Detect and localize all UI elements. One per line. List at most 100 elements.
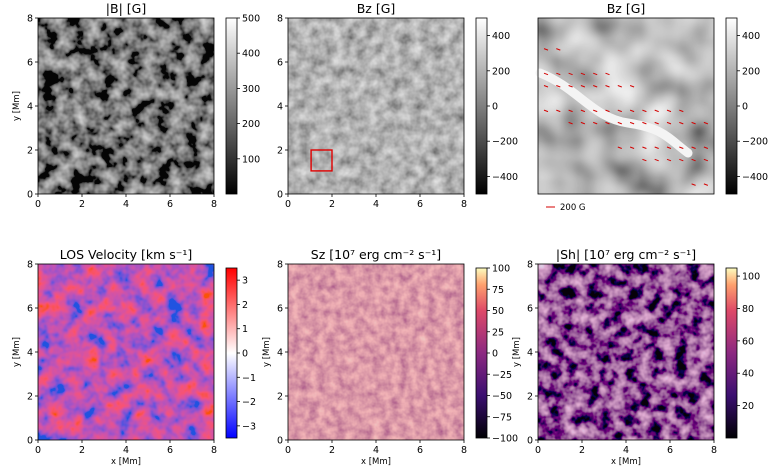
- field-arrow: [703, 146, 709, 149]
- colorbar-frame: [725, 267, 738, 439]
- field-arrow: [568, 109, 573, 113]
- field-arrow: [543, 109, 549, 113]
- x-tick-label: 2: [329, 199, 335, 210]
- colorbar-tick-label: 300: [242, 84, 260, 95]
- x-tick-label: 4: [123, 445, 129, 456]
- panel-title: Bz [G]: [357, 1, 396, 16]
- colorbar-frame: [225, 17, 238, 195]
- colorbar: [226, 18, 237, 194]
- field-arrow: [605, 72, 610, 76]
- x-axis-label: x [Mm]: [361, 457, 391, 467]
- x-axis-label: x [Mm]: [111, 457, 141, 467]
- field-arrow: [629, 121, 635, 125]
- y-tick-label: 0: [27, 190, 33, 201]
- field-arrow: [703, 121, 709, 125]
- y-tick-label: 2: [527, 392, 533, 403]
- field-arrow: [642, 158, 647, 162]
- y-tick-label: 2: [27, 146, 33, 157]
- colorbar-tick-label: 500: [242, 14, 260, 25]
- field-arrow: [605, 85, 610, 88]
- colorbar-tick-label: 80: [742, 304, 754, 315]
- x-tick-label: 0: [285, 445, 291, 456]
- field-arrow: [556, 72, 561, 76]
- panel-2: Bz [G] 0 2 4 6 8 8 6 4 2 0 400 200 0 −200 −400: [277, 1, 518, 210]
- x-tick-label: 0: [285, 199, 291, 210]
- field-arrow: [703, 183, 709, 186]
- panel-title: |B| [G]: [106, 1, 146, 16]
- colorbar-tick-label: 0: [742, 102, 748, 113]
- field-arrow: [666, 158, 672, 162]
- image-texture: [288, 264, 464, 440]
- y-tick-label: 8: [27, 14, 33, 25]
- y-tick-label: 6: [277, 304, 283, 315]
- colorbar-tick-label: 60: [742, 336, 754, 347]
- panel-title: Bz [G]: [607, 1, 646, 16]
- colorbar: [726, 268, 737, 438]
- colorbar-tick-label: 40: [742, 369, 754, 380]
- field-arrow: [642, 146, 647, 149]
- field-arrow: [629, 109, 635, 113]
- colorbar-tick-label: −50: [492, 391, 512, 402]
- colorbar-tick-label: 400: [242, 49, 260, 60]
- field-arrow: [666, 109, 672, 113]
- colorbar-tick-label: 50: [492, 306, 504, 317]
- field-arrow: [580, 85, 586, 88]
- colorbar-tick-label: 3: [242, 276, 248, 287]
- field-arrow: [617, 121, 622, 125]
- y-tick-label: 2: [277, 146, 283, 157]
- x-tick-label: 0: [35, 445, 41, 456]
- panel-3: Bz [G] 200 G 400 200 0 −200 −400: [535, 1, 768, 213]
- panel-title: LOS Velocity [km s⁻¹]: [60, 247, 193, 262]
- colorbar-tick-label: −400: [492, 172, 518, 183]
- x-tick-label: 4: [123, 199, 129, 210]
- y-tick-label: 4: [27, 102, 33, 113]
- y-tick-label: 6: [277, 58, 283, 69]
- field-arrow: [605, 121, 610, 125]
- y-tick-label: 2: [277, 392, 283, 403]
- y-tick-label: 4: [27, 348, 33, 359]
- x-tick-label: 2: [79, 199, 85, 210]
- field-arrow: [617, 109, 622, 113]
- axes-frame: [537, 17, 715, 195]
- colorbar: [476, 268, 487, 438]
- y-axis-label: y [Mm]: [12, 337, 22, 367]
- field-arrow: [568, 85, 573, 88]
- colorbar-tick-label: 200: [742, 66, 760, 77]
- colorbar-tick-label: 1: [242, 324, 248, 335]
- field-arrow: [568, 121, 573, 125]
- zoom-region-marker: [310, 149, 333, 172]
- colorbar-tick-label: 100: [242, 154, 260, 165]
- panel-title: |Sh| [10⁷ erg cm⁻² s⁻¹]: [556, 247, 696, 262]
- y-tick-label: 4: [277, 348, 283, 359]
- field-arrow: [556, 109, 561, 113]
- x-tick-label: 6: [667, 445, 673, 456]
- colorbar-tick-label: 100: [742, 272, 760, 283]
- colorbar-tick-label: −1: [242, 373, 256, 384]
- field-arrow: [666, 146, 672, 149]
- y-tick-label: 8: [277, 260, 283, 271]
- image-texture: [38, 264, 214, 440]
- field-arrow: [605, 109, 610, 113]
- field-arrow: [593, 121, 598, 125]
- field-arrow: [691, 146, 696, 149]
- field-arrow: [679, 146, 684, 149]
- field-arrow: [593, 109, 598, 113]
- colorbar-tick-label: 200: [242, 119, 260, 130]
- field-arrow: [691, 183, 696, 186]
- y-tick-label: 6: [527, 304, 533, 315]
- image-texture: [38, 18, 214, 194]
- colorbar-tick-label: 0: [492, 349, 498, 360]
- colorbar-tick-label: 400: [742, 31, 760, 42]
- colorbar-tick-label: −200: [742, 137, 768, 148]
- field-arrow: [654, 109, 659, 113]
- y-tick-label: 2: [27, 392, 33, 403]
- x-tick-label: 0: [535, 445, 541, 456]
- field-arrow: [568, 72, 573, 76]
- x-tick-label: 6: [167, 445, 173, 456]
- field-arrow: [556, 48, 561, 51]
- colorbar: [726, 18, 737, 194]
- x-axis-label: x [Mm]: [611, 457, 641, 467]
- y-tick-label: 0: [27, 436, 33, 447]
- colorbar-tick-label: 2: [242, 300, 248, 311]
